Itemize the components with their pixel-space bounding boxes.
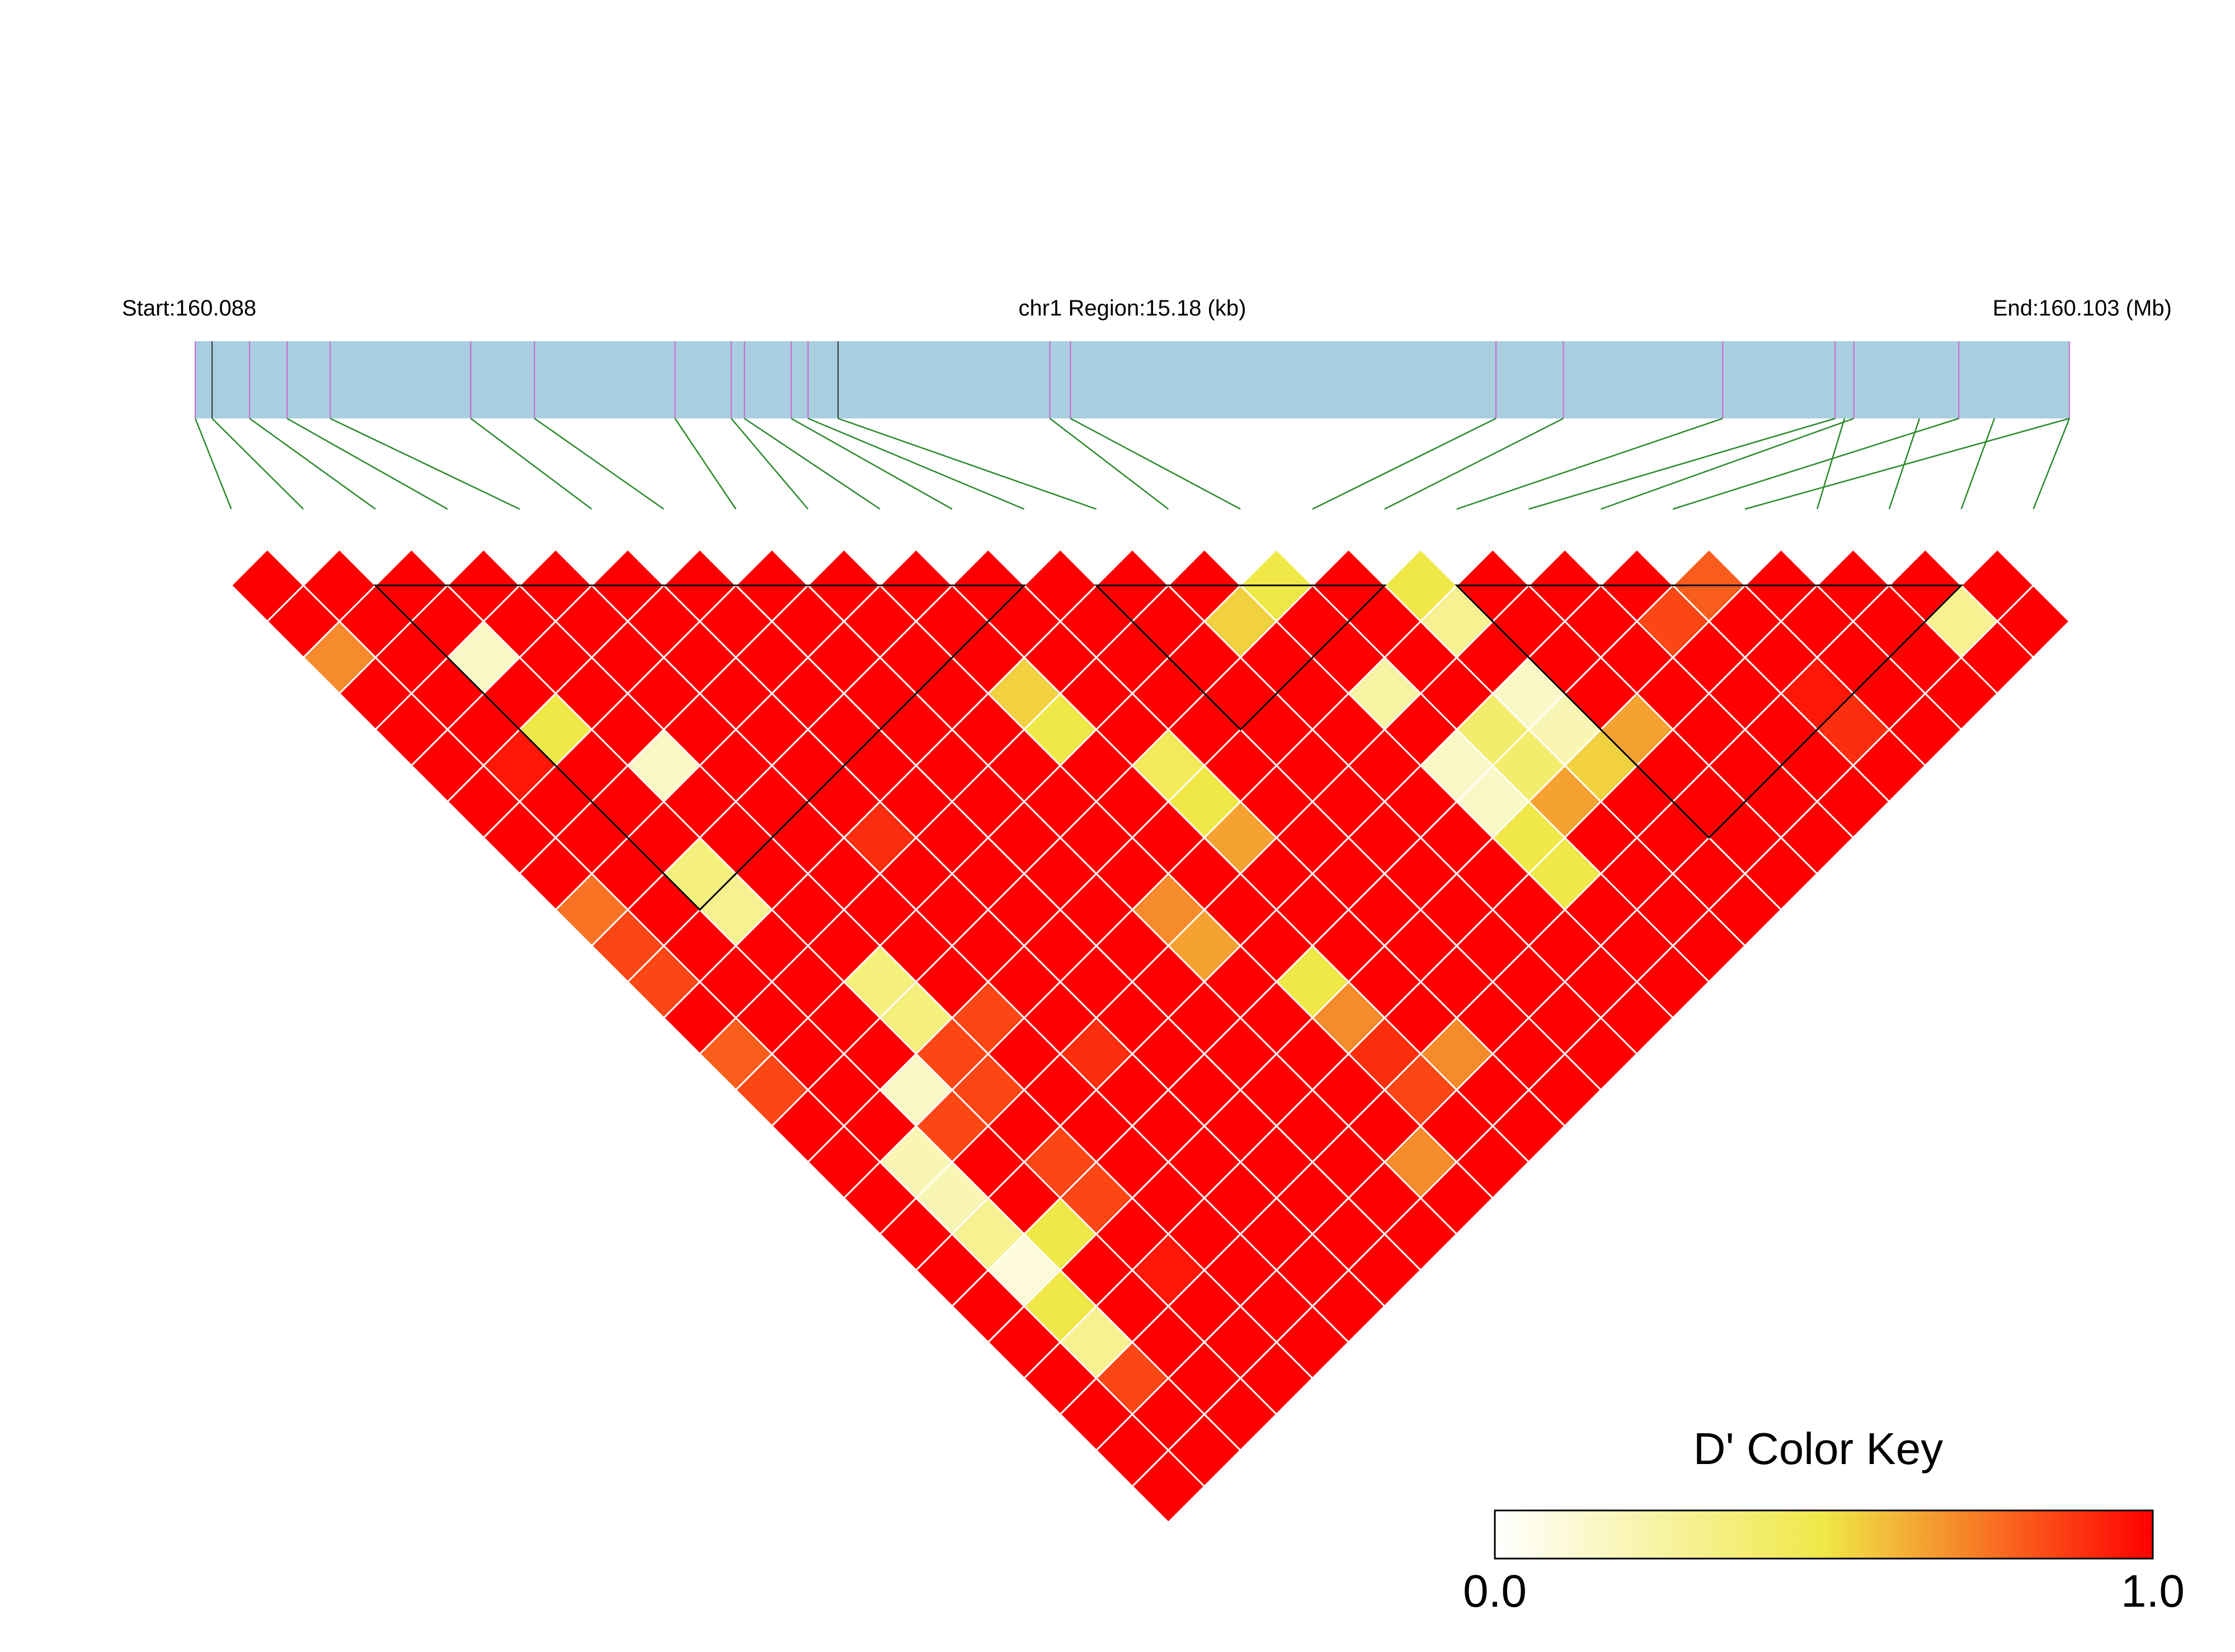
snp-connector	[791, 417, 953, 510]
snp-connector	[731, 418, 809, 510]
color-key-gradient-bar	[1494, 1509, 2154, 1560]
color-key-min-label: 0.0	[1463, 1566, 1527, 1617]
snp-connector	[1528, 417, 1836, 510]
snp-connector	[330, 417, 520, 510]
snp-connector	[1672, 417, 1959, 510]
snp-connector	[194, 418, 232, 510]
snp-connector	[1070, 417, 1241, 510]
haplotype-block	[373, 584, 1027, 911]
color-key: D' Color Key 0.0 1.0	[1463, 1424, 2185, 1617]
snp-connector	[837, 417, 1097, 510]
snp-connector	[2032, 418, 2071, 510]
snp-connector	[1601, 417, 1855, 510]
snp-connector	[674, 418, 737, 510]
haplotype-block-outlines	[373, 584, 1964, 911]
color-key-max-label: 1.0	[2121, 1566, 2185, 1617]
haplotype-block	[1094, 584, 1387, 731]
snp-connector	[1049, 418, 1169, 510]
snp-connector	[470, 417, 592, 510]
snp-tick-marks	[195, 341, 2070, 418]
snp-connector	[807, 417, 1025, 510]
ld-cells	[230, 548, 2071, 1524]
haplotype-block	[1455, 584, 1964, 839]
region-start-label: Start:160.088	[122, 296, 256, 321]
snp-connector	[1744, 417, 2070, 510]
snp-connector	[1816, 418, 1846, 510]
snp-connector	[1456, 417, 1723, 510]
snp-connector	[534, 417, 665, 510]
chromosome-region-bar	[195, 341, 2069, 418]
color-key-title: D' Color Key	[1693, 1424, 1944, 1474]
ld-cell	[1131, 1449, 1206, 1524]
snp-connector-lines	[194, 417, 2071, 510]
snp-connector	[286, 417, 448, 510]
region-title-label: chr1 Region:15.18 (kb)	[1019, 296, 1246, 321]
snp-connector	[249, 417, 376, 510]
snp-connector	[1312, 417, 1497, 510]
snp-connector	[211, 418, 304, 510]
snp-connector	[744, 417, 881, 510]
snp-connector	[1384, 417, 1564, 510]
region-end-label: End:160.103 (Mb)	[1993, 296, 2172, 321]
snp-connector	[1888, 418, 1921, 510]
snp-connector	[1960, 418, 1996, 510]
